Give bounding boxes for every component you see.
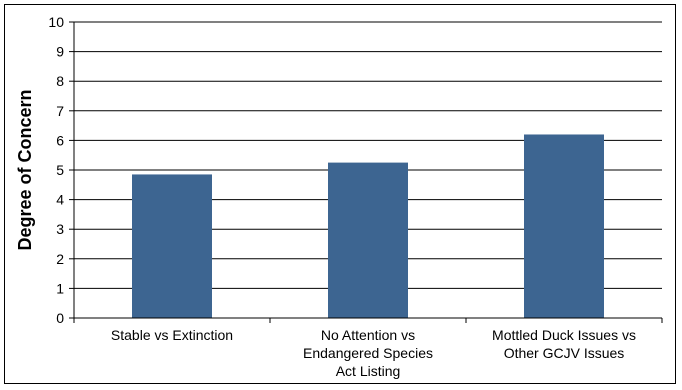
y-tick-label: 6 [56,132,64,148]
x-category-label: Mottled Duck Issues vs [492,327,636,343]
x-category-label: No Attention vs [321,327,415,343]
y-tick-label: 5 [56,162,64,178]
y-tick-label: 4 [56,192,64,208]
bar [132,174,212,318]
y-axis-label: Degree of Concern [15,89,35,250]
bars [132,134,604,318]
y-tick-label: 10 [48,14,64,30]
x-category-labels: Stable vs Extinction No Attention vs Endan… [111,327,636,379]
bar [328,162,408,318]
bar-chart: 0 1 2 3 4 5 6 7 8 9 10 Stable vs Extinction No Atte… [15,14,663,379]
y-tick-label: 7 [56,103,64,119]
y-tick-label: 2 [56,251,64,267]
x-category-label: Stable vs Extinction [111,327,233,343]
y-tick-label: 9 [56,44,64,60]
y-tick-label: 8 [56,73,64,89]
chart-frame: 0 1 2 3 4 5 6 7 8 9 10 Stable vs Extinction No Atte… [4,4,676,384]
y-tick-label: 3 [56,221,64,237]
x-category-label: Endangered Species [303,345,433,361]
y-tick-labels: 0 1 2 3 4 5 6 7 8 9 10 [48,14,74,326]
x-category-label: Other GCJV Issues [504,345,625,361]
y-tick-label: 0 [56,310,64,326]
y-tick-label: 1 [56,280,64,296]
x-category-label: Act Listing [336,363,401,379]
bar [524,134,604,318]
